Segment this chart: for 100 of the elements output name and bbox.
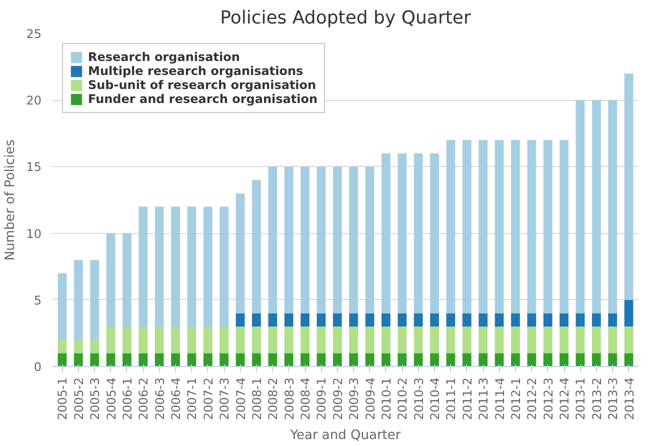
bar [608, 313, 618, 327]
bar [316, 326, 326, 354]
bar [268, 326, 278, 354]
bar [478, 140, 488, 314]
bar [349, 313, 358, 327]
bar [332, 313, 342, 327]
bar [138, 353, 148, 366]
bar [187, 326, 196, 354]
y-axis-title: Number of Policies [3, 139, 18, 261]
bar [365, 166, 374, 314]
x-tick-label: 2009-3 [347, 377, 362, 420]
bar [430, 353, 439, 366]
bar [252, 180, 261, 314]
bar [300, 166, 310, 314]
bar [608, 100, 618, 314]
bar [576, 326, 585, 354]
bar [171, 326, 180, 354]
bar [284, 313, 294, 327]
bar [560, 313, 568, 327]
bar [284, 326, 294, 354]
bar [365, 313, 374, 327]
bar [446, 326, 456, 354]
x-tick-label: 2012-2 [525, 377, 540, 420]
y-tick-label: 20 [26, 94, 42, 108]
x-tick-label: 2012-4 [558, 377, 572, 420]
x-tick-label: 2006-2 [136, 377, 151, 420]
x-tick-label: 2009-2 [330, 377, 345, 420]
bar [382, 326, 390, 354]
bar [365, 353, 374, 366]
x-tick-label: 2007-4 [234, 377, 248, 420]
bar [349, 353, 358, 366]
bar [560, 326, 568, 354]
bar [268, 166, 278, 314]
bar [252, 313, 261, 327]
bar [316, 353, 326, 366]
legend-label: Research organisation [88, 50, 240, 64]
x-tick-label: 2005-3 [88, 377, 102, 420]
legend-label: Multiple research organisations [88, 64, 304, 78]
x-tick-label: 2009-1 [314, 377, 329, 420]
bar [527, 313, 536, 327]
x-tick-label: 2005-1 [56, 377, 70, 420]
bar [252, 326, 261, 354]
x-tick-label: 2011-1 [444, 377, 458, 420]
bar [576, 313, 585, 327]
bar [154, 353, 164, 366]
bar [154, 206, 164, 327]
bar [365, 326, 374, 354]
bar [624, 326, 634, 354]
bar [446, 313, 456, 327]
bar [332, 166, 342, 314]
bar [187, 353, 196, 366]
x-tick-label: 2009-4 [363, 377, 378, 420]
bar [592, 100, 601, 314]
x-tick-label: 2006-3 [152, 377, 167, 420]
y-tick-label: 15 [26, 160, 42, 174]
x-tick-label: 2008-2 [266, 377, 280, 420]
x-tick-label: 2010-2 [396, 377, 410, 420]
x-tick-label: 2011-2 [460, 377, 474, 420]
x-tick-label: 2008-1 [250, 377, 264, 420]
bar [220, 206, 229, 327]
x-tick-label: 2007-2 [201, 377, 216, 420]
bar [430, 326, 439, 354]
bar [154, 326, 164, 354]
bar [592, 313, 601, 327]
x-tick-label: 2006-1 [120, 377, 134, 420]
bar [608, 326, 618, 354]
bar [382, 153, 390, 314]
bar [592, 326, 601, 354]
bar [478, 326, 488, 354]
x-tick-label: 2010-4 [428, 377, 442, 420]
bar [608, 353, 618, 366]
bar [430, 153, 439, 314]
x-tick-label: 2008-4 [298, 377, 313, 420]
chart-title: Policies Adopted by Quarter [220, 8, 472, 28]
bar [511, 353, 520, 366]
bar [74, 260, 83, 340]
bar [349, 166, 358, 314]
y-tick-label: 10 [26, 226, 42, 241]
bar [398, 313, 407, 327]
bar [252, 353, 261, 366]
bar [511, 326, 520, 354]
x-tick-label: 2005-2 [72, 377, 86, 420]
bar [74, 340, 83, 354]
bar [398, 153, 407, 314]
bar [414, 326, 423, 354]
bar [58, 340, 67, 354]
bar [300, 313, 310, 327]
bar [138, 326, 148, 354]
bar [220, 326, 229, 354]
bar [300, 353, 310, 366]
bar [398, 353, 407, 366]
x-axis-title: Year and Quarter [289, 428, 402, 444]
bar [203, 353, 212, 366]
x-tick-label: 2010-1 [379, 377, 394, 420]
bar [122, 233, 132, 327]
bar [543, 313, 552, 327]
bar [414, 313, 423, 327]
bar [171, 206, 180, 327]
bar [300, 326, 310, 354]
bar [382, 313, 390, 327]
